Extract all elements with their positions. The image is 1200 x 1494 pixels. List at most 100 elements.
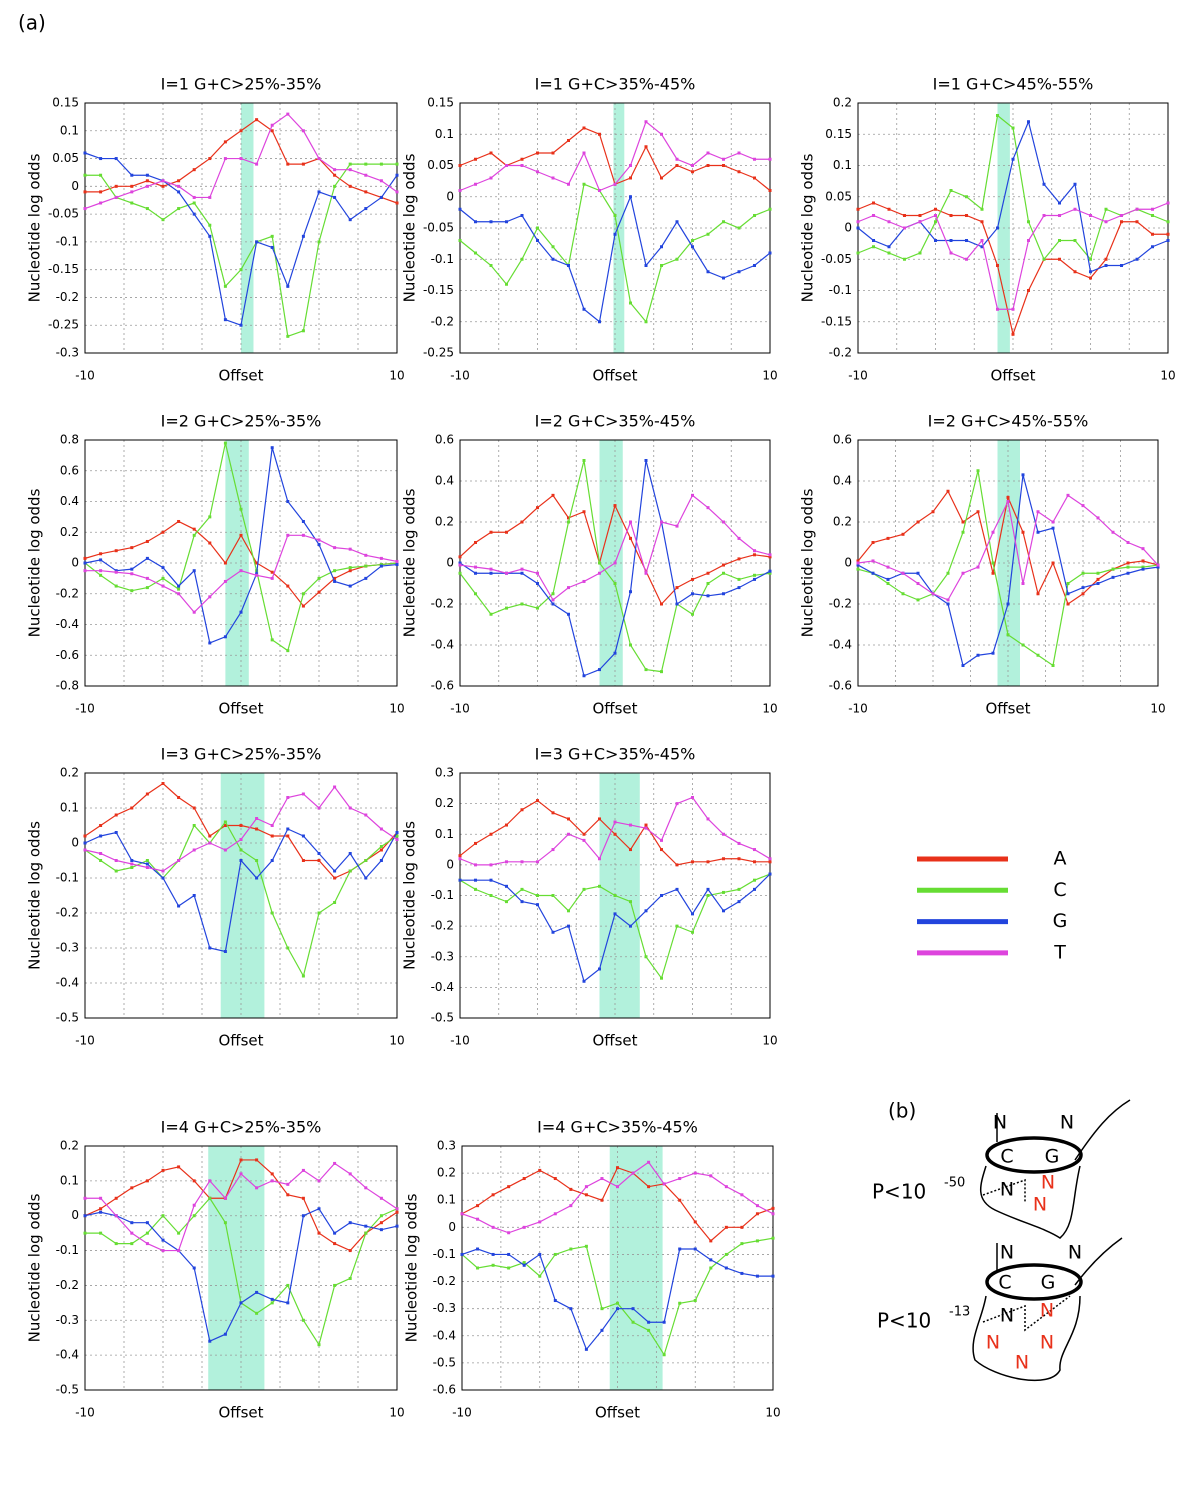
data-point (1141, 567, 1145, 571)
data-point (678, 1177, 682, 1181)
data-point (551, 602, 555, 606)
data-point (145, 539, 149, 543)
data-point (887, 251, 891, 255)
data-point (301, 234, 305, 238)
data-point (114, 831, 118, 834)
data-point (675, 157, 679, 161)
data-point (379, 845, 383, 848)
data-point (551, 151, 555, 155)
data-point (333, 901, 337, 904)
data-point (660, 848, 663, 852)
data-point (364, 859, 368, 862)
plot-frame (84, 1145, 398, 1391)
data-point (740, 1193, 744, 1197)
data-point (582, 579, 586, 583)
x-tick-label: -10 (450, 369, 470, 383)
data-point (598, 571, 601, 575)
data-point (567, 586, 570, 590)
data-point (161, 869, 165, 873)
data-point (520, 520, 524, 524)
y-tick-label: -0.2 (829, 346, 852, 360)
data-point (239, 1158, 243, 1162)
y-tick-label: 0.2 (60, 1139, 79, 1153)
data-point (270, 446, 274, 450)
data-point (629, 848, 632, 852)
data-point (270, 911, 274, 915)
data-point (976, 653, 980, 657)
y-tick-label: -0.2 (56, 290, 79, 304)
data-point (286, 796, 290, 799)
data-point (567, 182, 570, 186)
y-tick-label: -0.3 (56, 346, 79, 360)
data-point (675, 164, 679, 167)
data-point (458, 164, 462, 167)
diagram-letter: N (1040, 1332, 1054, 1354)
data-point (192, 212, 196, 216)
data-point (364, 813, 368, 817)
data-point (522, 1225, 526, 1229)
y-tick-label: 0 (844, 221, 852, 235)
data-point (691, 612, 694, 616)
data-point (507, 1266, 511, 1270)
data-point (1027, 239, 1030, 242)
data-point (239, 838, 243, 841)
y-tick-label: -0.1 (56, 234, 79, 248)
data-point (961, 664, 965, 667)
data-point (255, 876, 259, 880)
data-point (1111, 530, 1115, 534)
data-point (192, 1179, 196, 1183)
y-tick-label: -0.1 (431, 252, 454, 266)
data-point (348, 584, 352, 588)
data-point (660, 176, 663, 180)
data-point (99, 190, 103, 194)
data-point (706, 164, 710, 167)
data-point (722, 857, 725, 861)
data-point (301, 834, 305, 838)
data-point (1066, 602, 1070, 606)
data-point (551, 598, 555, 602)
data-point (270, 1179, 274, 1183)
data-point (965, 239, 968, 242)
data-point (538, 1168, 542, 1172)
data-point (208, 834, 212, 838)
data-point (333, 1231, 337, 1235)
data-point (255, 162, 259, 166)
data-point (145, 1231, 149, 1235)
data-point (379, 162, 383, 166)
x-tick-label: -10 (75, 702, 95, 716)
data-point (286, 1283, 290, 1287)
data-point (489, 264, 493, 267)
data-point (1104, 264, 1108, 267)
y-tick-label: -0.6 (431, 679, 454, 693)
data-point (582, 838, 586, 842)
y-tick-label: -0.5 (56, 1383, 79, 1397)
data-point (1089, 270, 1092, 274)
y-tick-label: 0 (71, 556, 79, 570)
data-point (1027, 220, 1030, 224)
data-point (395, 1210, 399, 1214)
data-point (706, 270, 710, 274)
data-point (644, 571, 648, 575)
data-point (114, 1214, 118, 1218)
diagram-letter: N (1040, 1300, 1054, 1322)
data-point (753, 878, 756, 882)
data-point (505, 530, 508, 534)
data-point (584, 1347, 588, 1351)
data-point (161, 1249, 165, 1253)
data-point (980, 245, 984, 249)
data-point (177, 592, 181, 596)
data-point (208, 1179, 212, 1183)
data-point (886, 582, 890, 585)
data-point (567, 612, 570, 616)
data-point (208, 541, 212, 545)
data-point (567, 516, 570, 520)
data-point (395, 1207, 399, 1211)
y-tick-label: 0.3 (437, 1139, 456, 1153)
y-tick-label: 0.8 (60, 433, 79, 447)
data-point (976, 565, 980, 569)
y-tick-label: 0 (446, 189, 454, 203)
data-point (980, 207, 984, 211)
data-point (208, 946, 212, 950)
data-point (918, 251, 922, 255)
data-point (301, 129, 305, 133)
